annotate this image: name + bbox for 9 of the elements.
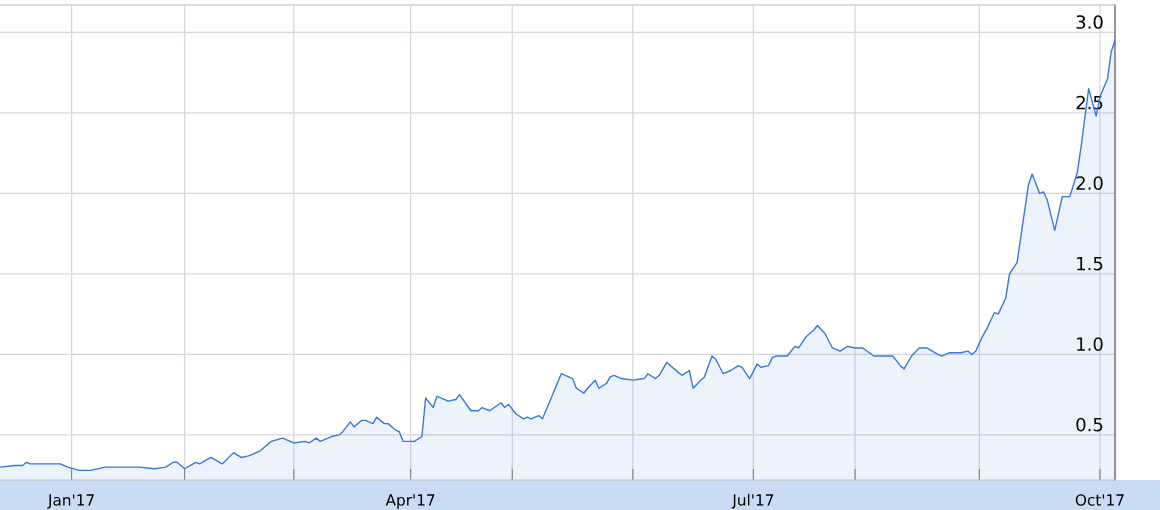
y-tick-label: 1.0 xyxy=(1077,337,1103,351)
y-tick-label: 2.0 xyxy=(1076,176,1103,190)
x-tick-label: Apr'17 xyxy=(385,494,435,509)
y-tick-label: 3.0 xyxy=(1076,15,1103,29)
x-tick-label: Jan'17 xyxy=(47,494,94,509)
x-tick-label: Jul'17 xyxy=(731,493,774,509)
y-tick-label: 0.5 xyxy=(1076,417,1103,432)
x-tick-label: Oct'17 xyxy=(1075,494,1124,506)
y-tick-label: 1.5 xyxy=(1077,256,1103,271)
